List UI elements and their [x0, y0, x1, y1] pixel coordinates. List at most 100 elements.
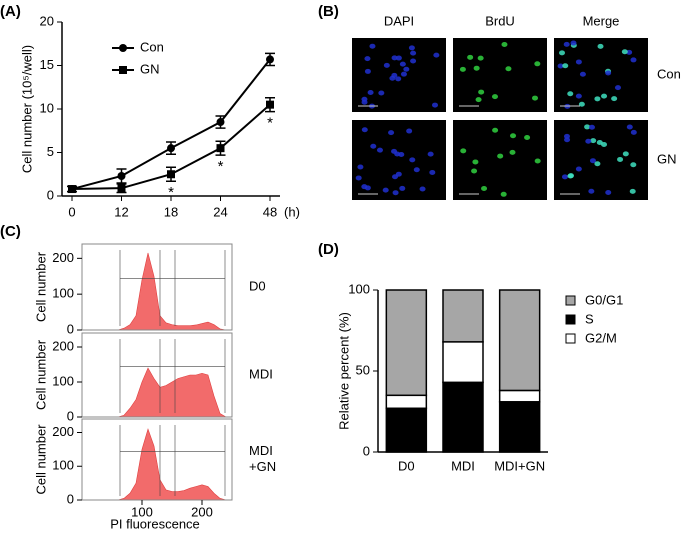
marker [117, 184, 126, 193]
cell [594, 161, 601, 167]
cell [492, 127, 499, 133]
legend-swatch [565, 314, 576, 325]
cell [367, 89, 374, 95]
marker [266, 100, 274, 109]
cell [413, 167, 420, 173]
cell [475, 97, 482, 103]
x-tick-label: 24 [213, 204, 227, 219]
panel-label: (A) [0, 3, 21, 20]
cell [605, 70, 612, 76]
cell [357, 164, 364, 170]
cell [395, 55, 402, 61]
cell [410, 58, 417, 64]
y-tick-label: 200 [52, 338, 74, 353]
y-tick-label: 50 [356, 362, 370, 377]
cell [382, 187, 389, 193]
panel-sample-label: MDI [249, 443, 273, 458]
micrograph [352, 38, 446, 112]
y-axis-title: Cell number [33, 251, 48, 322]
cell [419, 186, 426, 192]
cell [611, 96, 618, 102]
cell [561, 174, 568, 180]
cell [584, 124, 591, 130]
bar-segment [442, 289, 484, 343]
annotation: * [267, 115, 273, 132]
bar-segment [498, 401, 541, 453]
cell [575, 59, 582, 65]
cell [564, 137, 571, 143]
annotation: * [218, 158, 224, 175]
marker [68, 185, 76, 194]
cell [399, 185, 406, 191]
bar-segment [385, 289, 428, 397]
y-tick-label: 100 [52, 373, 74, 388]
y-tick-label: 20 [40, 13, 54, 28]
micrograph [453, 38, 547, 112]
y-tick-label: 0 [47, 187, 54, 202]
cell [427, 151, 434, 157]
panel-sample-label: +GN [249, 459, 276, 474]
legend-marker [119, 66, 127, 74]
legend-label: S [585, 311, 594, 326]
y-axis-title: Cell number [33, 424, 48, 495]
cell [376, 147, 383, 153]
cell [501, 42, 508, 48]
cell [601, 142, 608, 148]
bar-segment [442, 341, 484, 384]
y-tick-label: 100 [348, 281, 370, 296]
column-label: BrdU [485, 13, 515, 28]
cell [369, 43, 376, 49]
cell [472, 159, 479, 165]
marker [216, 118, 225, 127]
plot-frame [81, 243, 233, 331]
cell [562, 63, 569, 69]
y-tick-label: 10 [40, 100, 54, 115]
y-tick-label: 200 [52, 250, 74, 265]
legend-label: Con [140, 39, 164, 54]
y-tick-label: 15 [40, 57, 54, 72]
cell [460, 148, 467, 154]
cell [500, 191, 507, 197]
cell [391, 55, 398, 61]
cell [588, 188, 595, 194]
cell [364, 185, 371, 191]
cell [594, 96, 601, 102]
cell [361, 127, 368, 133]
legend-swatch [565, 333, 576, 344]
bar-segment [442, 381, 484, 453]
cell [395, 76, 402, 82]
cell [588, 124, 595, 130]
cell [473, 65, 480, 71]
x-axis-title: (h) [284, 204, 300, 219]
legend-label: G0/G1 [585, 292, 623, 307]
marker [167, 144, 175, 153]
cell [617, 156, 624, 162]
cell [559, 50, 566, 56]
y-tick-label: 5 [47, 144, 54, 159]
cell [614, 85, 621, 91]
x-tick-label: 100 [131, 504, 153, 519]
x-tick-label: 18 [164, 204, 178, 219]
cell [481, 186, 488, 192]
legend-label: G2/M [585, 330, 617, 345]
cell [400, 71, 407, 77]
legend-label: GN [140, 61, 160, 76]
bar-segment [385, 407, 428, 453]
cell [388, 130, 395, 136]
histogram [117, 428, 227, 501]
cell [467, 54, 474, 60]
cell [589, 158, 596, 164]
cell [361, 99, 368, 105]
marker [216, 144, 225, 153]
x-tick-label: 0 [68, 204, 75, 219]
cell [557, 63, 564, 69]
y-tick-label: 100 [52, 458, 74, 473]
cell [630, 129, 637, 135]
cell [534, 158, 541, 164]
x-tick-label: 48 [263, 204, 277, 219]
panel-label: (C) [0, 223, 21, 240]
cell [578, 101, 585, 107]
legend-swatch [565, 295, 576, 306]
histogram [117, 367, 227, 418]
